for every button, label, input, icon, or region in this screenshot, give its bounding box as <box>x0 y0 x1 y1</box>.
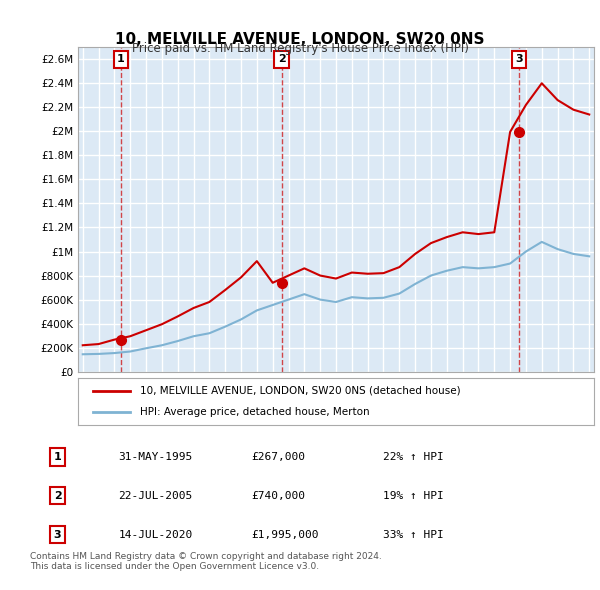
Text: 14-JUL-2020: 14-JUL-2020 <box>118 530 193 539</box>
Text: £267,000: £267,000 <box>251 452 305 461</box>
Text: 2: 2 <box>54 491 61 500</box>
Text: Contains HM Land Registry data © Crown copyright and database right 2024.
This d: Contains HM Land Registry data © Crown c… <box>30 552 382 571</box>
Text: £740,000: £740,000 <box>251 491 305 500</box>
Text: £1,995,000: £1,995,000 <box>251 530 319 539</box>
Text: 31-MAY-1995: 31-MAY-1995 <box>118 452 193 461</box>
Text: 2: 2 <box>278 54 286 64</box>
Text: 33% ↑ HPI: 33% ↑ HPI <box>383 530 444 539</box>
Text: 3: 3 <box>515 54 523 64</box>
Text: Price paid vs. HM Land Registry's House Price Index (HPI): Price paid vs. HM Land Registry's House … <box>131 42 469 55</box>
Text: 1: 1 <box>117 54 125 64</box>
Text: HPI: Average price, detached house, Merton: HPI: Average price, detached house, Mert… <box>140 407 370 417</box>
Text: 1: 1 <box>54 452 61 461</box>
Text: 19% ↑ HPI: 19% ↑ HPI <box>383 491 444 500</box>
Text: 10, MELVILLE AVENUE, LONDON, SW20 0NS (detached house): 10, MELVILLE AVENUE, LONDON, SW20 0NS (d… <box>140 386 461 396</box>
Text: 22% ↑ HPI: 22% ↑ HPI <box>383 452 444 461</box>
Text: 10, MELVILLE AVENUE, LONDON, SW20 0NS: 10, MELVILLE AVENUE, LONDON, SW20 0NS <box>115 32 485 47</box>
Text: 22-JUL-2005: 22-JUL-2005 <box>118 491 193 500</box>
Text: 3: 3 <box>54 530 61 539</box>
